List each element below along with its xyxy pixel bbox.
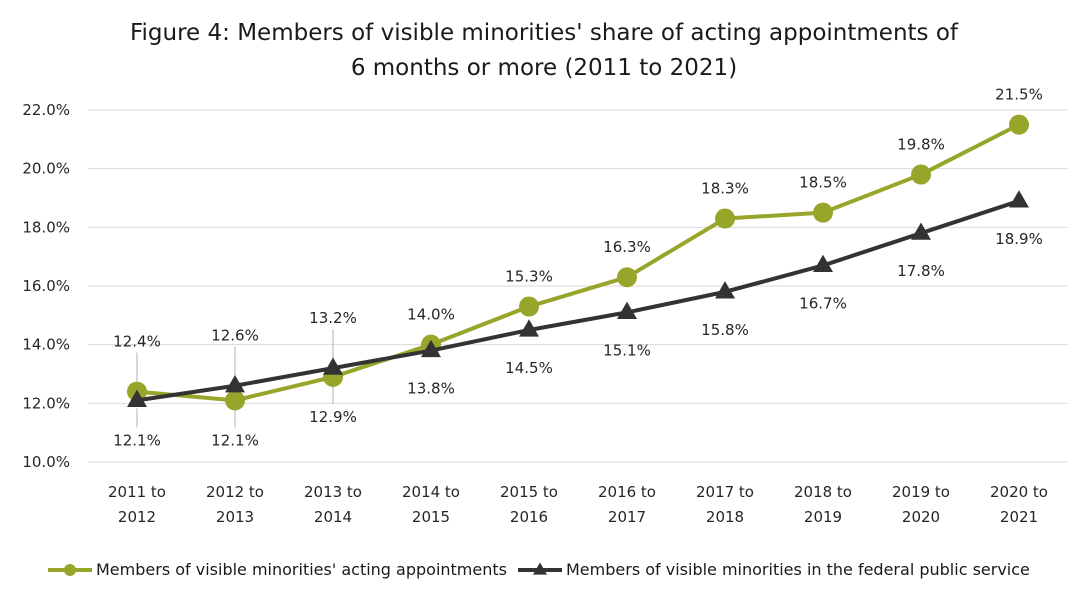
legend-marker — [64, 564, 76, 576]
x-tick-label: 2020 — [902, 508, 940, 526]
x-tick-label: 2015 to — [500, 483, 558, 501]
data-label: 14.0% — [407, 306, 455, 324]
data-label: 13.8% — [407, 380, 455, 398]
data-label: 12.1% — [211, 431, 259, 449]
y-tick-label: 20.0% — [22, 160, 70, 178]
data-point — [715, 208, 735, 229]
x-tick-label: 2021 — [1000, 508, 1038, 526]
leader-lines — [136, 329, 334, 428]
data-label: 12.1% — [113, 431, 161, 449]
data-label: 18.3% — [701, 180, 749, 198]
data-point — [519, 319, 539, 337]
x-tick-label: 2019 to — [892, 483, 950, 501]
data-label: 15.3% — [505, 268, 553, 286]
data-label: 14.5% — [505, 359, 553, 377]
x-tick-label: 2018 — [706, 508, 744, 526]
data-labels: 12.4% 12.1% 12.1% 12.6% 12.9% 13.2% 14.0% 13.8%… — [113, 86, 1043, 450]
data-point — [813, 202, 833, 223]
legend: Members of visible minorities' acting ap… — [48, 560, 1030, 579]
data-point — [323, 357, 343, 375]
data-label: 12.4% — [113, 333, 161, 351]
data-point — [519, 296, 539, 317]
legend-label: Members of visible minorities' acting ap… — [96, 560, 507, 579]
data-label: 19.8% — [897, 136, 945, 154]
data-label: 18.9% — [995, 230, 1043, 248]
x-tick-label: 2018 to — [794, 483, 852, 501]
data-label: 21.5% — [995, 86, 1043, 104]
data-point — [715, 281, 735, 299]
data-label: 15.1% — [603, 341, 651, 359]
data-label: 16.3% — [603, 238, 651, 256]
legend-marker — [533, 562, 547, 575]
x-tick-label: 2013 — [216, 508, 254, 526]
data-label: 12.9% — [309, 408, 357, 426]
data-label: 17.8% — [897, 262, 945, 280]
x-tick-label: 2017 — [608, 508, 646, 526]
x-tick-label: 2019 — [804, 508, 842, 526]
data-point — [127, 389, 147, 407]
data-point — [1009, 114, 1029, 135]
y-tick-label: 14.0% — [22, 336, 70, 354]
x-tick-label: 2012 to — [206, 483, 264, 501]
data-label: 18.5% — [799, 174, 847, 192]
data-label: 12.6% — [211, 327, 259, 345]
x-tick-label: 2014 — [314, 508, 352, 526]
chart-title-line-1: Figure 4: Members of visible minorities'… — [130, 20, 959, 46]
y-tick-label: 16.0% — [22, 277, 70, 295]
x-tick-label: 2020 to — [990, 483, 1048, 501]
data-point — [225, 390, 245, 411]
gridlines — [88, 109, 1068, 463]
y-axis-ticks: 10.0% 12.0% 14.0% 16.0% 18.0% 20.0% 22.0% — [22, 101, 70, 471]
data-point — [421, 339, 441, 358]
data-label: 16.7% — [799, 294, 847, 312]
data-label: 15.8% — [701, 321, 749, 339]
chart-title-line-2: 6 months or more (2011 to 2021) — [351, 55, 737, 81]
data-point — [617, 267, 637, 288]
data-point — [911, 222, 931, 240]
x-tick-label: 2014 to — [402, 483, 460, 501]
x-tick-label: 2013 to — [304, 483, 362, 501]
legend-label: Members of visible minorities in the fed… — [566, 560, 1030, 579]
data-point — [617, 301, 637, 319]
y-tick-label: 12.0% — [22, 394, 70, 412]
y-tick-label: 22.0% — [22, 101, 70, 119]
x-axis-ticks: 2011 to 2012 2012 to 2013 2013 to 2014 2014 to… — [108, 483, 1048, 526]
series-line — [136, 122, 1020, 403]
x-tick-label: 2016 to — [598, 483, 656, 501]
data-point — [813, 254, 833, 273]
x-tick-label: 2012 — [118, 508, 156, 526]
x-tick-label: 2015 — [412, 508, 450, 526]
data-point — [911, 164, 931, 185]
series-line — [136, 199, 1020, 403]
series — [127, 114, 1029, 411]
data-point — [1009, 190, 1029, 208]
x-tick-label: 2016 — [510, 508, 548, 526]
x-tick-label: 2011 to — [108, 483, 166, 501]
data-point — [225, 374, 245, 393]
y-tick-label: 10.0% — [22, 453, 70, 471]
x-tick-label: 2017 to — [696, 483, 754, 501]
data-label: 13.2% — [309, 309, 357, 327]
y-tick-label: 18.0% — [22, 218, 70, 236]
